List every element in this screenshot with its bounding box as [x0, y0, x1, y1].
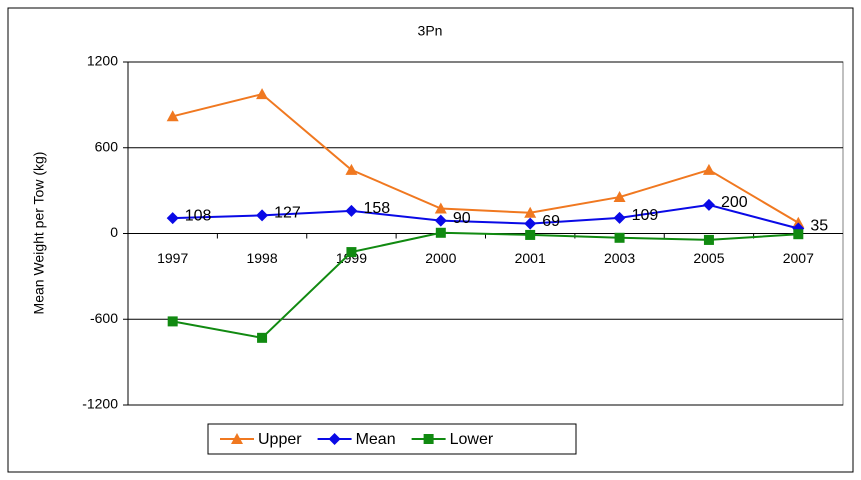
- x-tick-label: 2000: [425, 250, 456, 266]
- legend-marker: [423, 434, 434, 444]
- data-point: [524, 217, 537, 230]
- legend-label: Lower: [450, 431, 494, 448]
- y-tick-label: 600: [95, 138, 119, 154]
- data-point: [792, 216, 805, 228]
- legend-marker: [231, 433, 243, 444]
- y-tick-label: 1200: [87, 53, 118, 69]
- data-point: [613, 191, 626, 203]
- x-tick-label: 1998: [246, 250, 277, 266]
- x-tick-label: 1999: [336, 250, 367, 266]
- legend-marker: [328, 433, 341, 445]
- data-point: [257, 332, 268, 343]
- data-point: [434, 202, 447, 214]
- x-tick-label: 1997: [157, 250, 188, 266]
- series-line: [172, 93, 799, 224]
- data-label: 69: [542, 213, 560, 230]
- data-point: [345, 163, 358, 175]
- data-point: [793, 229, 804, 240]
- data-label: 127: [274, 205, 301, 222]
- y-axis-label: Mean Weight per Tow (kg): [31, 152, 47, 315]
- data-point: [166, 110, 179, 122]
- y-tick-label: -600: [90, 310, 118, 326]
- data-point: [702, 163, 715, 175]
- data-point: [524, 206, 537, 218]
- series-line: [172, 231, 799, 339]
- data-point: [256, 88, 269, 100]
- data-point: [167, 316, 178, 327]
- data-label: 35: [810, 218, 828, 235]
- legend-label: Mean: [356, 431, 396, 448]
- data-label: 200: [721, 194, 748, 211]
- data-point: [435, 227, 446, 238]
- data-label: 109: [632, 207, 659, 224]
- data-point: [346, 247, 357, 258]
- legend-label: Upper: [258, 431, 302, 448]
- data-point: [702, 198, 715, 211]
- data-point: [613, 211, 626, 224]
- x-tick-label: 2003: [604, 250, 635, 266]
- y-tick-label: 0: [110, 224, 118, 240]
- data-point: [166, 212, 179, 225]
- data-point: [434, 214, 447, 227]
- x-tick-label: 2007: [783, 250, 814, 266]
- data-point: [345, 204, 358, 217]
- data-label: 90: [453, 210, 471, 227]
- x-tick-label: 2005: [693, 250, 724, 266]
- legend: [207, 423, 577, 455]
- chart-frame: [7, 7, 854, 473]
- x-tick-label: 2001: [515, 250, 546, 266]
- y-tick-label: -1200: [82, 396, 118, 412]
- data-point: [614, 232, 625, 243]
- data-point: [703, 234, 714, 245]
- data-label: 108: [185, 207, 212, 224]
- data-point: [256, 209, 269, 222]
- data-label: 158: [363, 200, 390, 217]
- data-point: [525, 229, 536, 240]
- series-line: [172, 203, 799, 230]
- chart-title: 3Pn: [418, 23, 443, 39]
